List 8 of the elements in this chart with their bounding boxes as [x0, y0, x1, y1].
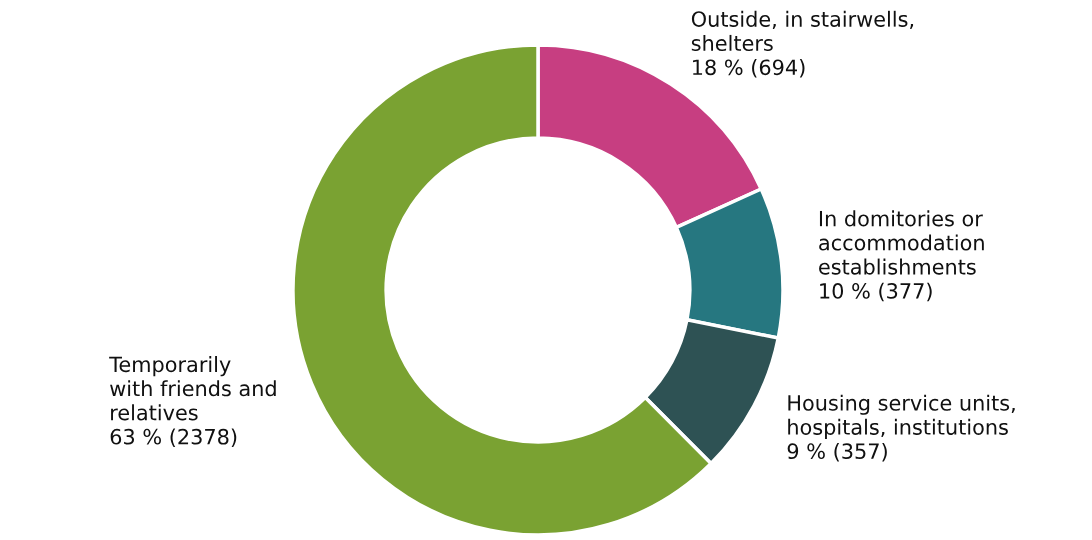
slice-label: In domitories or accommodation establishments — [819, 210, 984, 275]
data-label: 18 % (694) — [693, 59, 805, 78]
slice-label: Housing service units, hospitals, institutions — [788, 394, 1015, 439]
data-label: 9 % (357) — [787, 442, 887, 462]
data-label: 63 % (2378) — [110, 428, 237, 448]
slice-label: Outside, in stairwells, shelters — [691, 10, 914, 52]
data-label: 10 % (377) — [820, 282, 932, 302]
slice-label: Temporarily with friends and relatives — [109, 356, 276, 421]
